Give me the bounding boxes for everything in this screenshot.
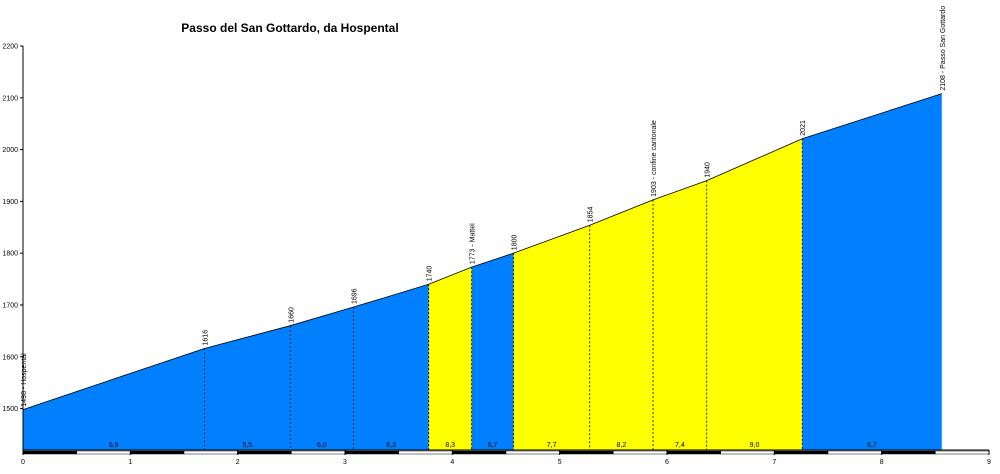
segment-area-9 xyxy=(706,138,803,450)
x-scale-bar-6 xyxy=(344,450,399,455)
point-label-8: 1903 - confine cantonale xyxy=(651,120,658,197)
gradient-label-6: 7,7 xyxy=(547,442,557,449)
x-tick-label-3: 3 xyxy=(343,459,347,466)
segment-area-1 xyxy=(204,325,291,450)
point-label-1: 1616 xyxy=(202,330,209,346)
gradient-label-3: 6,3 xyxy=(386,442,396,449)
axes: 1500 1600 1700 1800 1900 2000 2100 2200 0 1 2 3 4 5 6 7… xyxy=(2,44,991,467)
y-tick-label-7: 2200 xyxy=(2,44,18,51)
point-label-2: 1660 xyxy=(288,307,295,323)
segment-area-7 xyxy=(589,199,654,450)
gradient-label-2: 6,0 xyxy=(317,442,327,449)
x-scale-bar-15 xyxy=(827,450,882,455)
x-scale-bar-14 xyxy=(774,450,829,455)
gradient-label-4: 8,3 xyxy=(445,442,455,449)
gradient-label-7: 8,2 xyxy=(617,442,627,449)
x-scale-bar-10 xyxy=(559,450,614,455)
point-label-4: 1740 xyxy=(427,266,434,282)
point-label-3: 1696 xyxy=(352,288,359,304)
x-scale-bar-17 xyxy=(935,450,990,455)
x-scale-bar-7 xyxy=(398,450,453,455)
y-tick-label-0: 1500 xyxy=(2,406,18,413)
x-tick-label-2: 2 xyxy=(236,459,240,466)
segment-area-8 xyxy=(653,180,707,450)
y-tick-label-1: 1600 xyxy=(2,354,18,361)
x-scale-bar-12 xyxy=(666,450,721,455)
x-tick-label-8: 8 xyxy=(880,459,884,466)
x-tick-label-4: 4 xyxy=(450,459,454,466)
chart-title: Passo del San Gottardo, da Hospental xyxy=(181,21,398,35)
x-tick-label-0: 0 xyxy=(21,459,25,466)
x-scale-bar-1 xyxy=(76,450,131,455)
point-label-7: 1854 xyxy=(588,207,595,223)
x-scale-bar-3 xyxy=(183,450,238,455)
profile-fill xyxy=(23,93,942,451)
x-tick-label-9: 9 xyxy=(987,459,991,466)
x-tick-label-1: 1 xyxy=(128,459,132,466)
x-scale-bar-8 xyxy=(452,450,507,455)
x-scale-bar-16 xyxy=(881,450,936,455)
x-tick-label-6: 6 xyxy=(665,459,669,466)
y-tick-label-4: 1900 xyxy=(2,199,18,206)
y-tick-label-5: 2000 xyxy=(2,147,18,154)
gradient-label-8: 7,4 xyxy=(675,442,685,449)
point-label-9: 1940 xyxy=(705,162,712,178)
x-scale-bar-13 xyxy=(720,450,775,455)
x-scale-bar-2 xyxy=(130,450,185,455)
y-tick-label-6: 2100 xyxy=(2,95,18,102)
point-label-5: 1773 - Mattei xyxy=(470,223,477,264)
x-scale-bar-0 xyxy=(22,450,77,455)
point-label-11: 2108 - Passo San Gottardo xyxy=(940,6,947,91)
y-tick-label-3: 1800 xyxy=(2,251,18,258)
segment-area-2 xyxy=(290,307,354,450)
gradient-label-9: 9,0 xyxy=(750,442,760,449)
point-label-6: 1800 xyxy=(512,235,519,251)
x-scale-bar-11 xyxy=(613,450,668,455)
profile-outline xyxy=(22,93,942,410)
segment-area-3 xyxy=(353,284,429,450)
segment-area-0 xyxy=(23,348,205,450)
profile-markers xyxy=(22,93,942,450)
point-label-0: 1498 - Hospental xyxy=(21,353,28,407)
x-scale-bar-5 xyxy=(291,450,346,455)
point-labels: 1498 - Hospental 1616 1660 1696 1740 1773 - M… xyxy=(21,6,947,407)
gradient-label-10: 6,7 xyxy=(867,442,877,449)
x-scale-bar-9 xyxy=(505,450,560,455)
gradient-labels: 6,9 5,5 6,0 6,3 8,3 6,7 7,7 8,2 7,4 9,0 6,7 xyxy=(109,442,877,449)
segment-area-6 xyxy=(513,225,590,450)
y-tick-label-2: 1700 xyxy=(2,302,18,309)
x-tick-label-7: 7 xyxy=(772,459,776,466)
x-tick-label-5: 5 xyxy=(558,459,562,466)
gradient-label-1: 5,5 xyxy=(242,442,252,449)
gradient-label-0: 6,9 xyxy=(109,442,119,449)
x-scale-bar-4 xyxy=(237,450,292,455)
segment-area-5 xyxy=(471,253,514,450)
segment-area-4 xyxy=(428,267,472,450)
segment-area-10 xyxy=(802,93,942,451)
point-label-10: 2021 xyxy=(800,120,807,136)
gradient-label-5: 6,7 xyxy=(488,442,498,449)
